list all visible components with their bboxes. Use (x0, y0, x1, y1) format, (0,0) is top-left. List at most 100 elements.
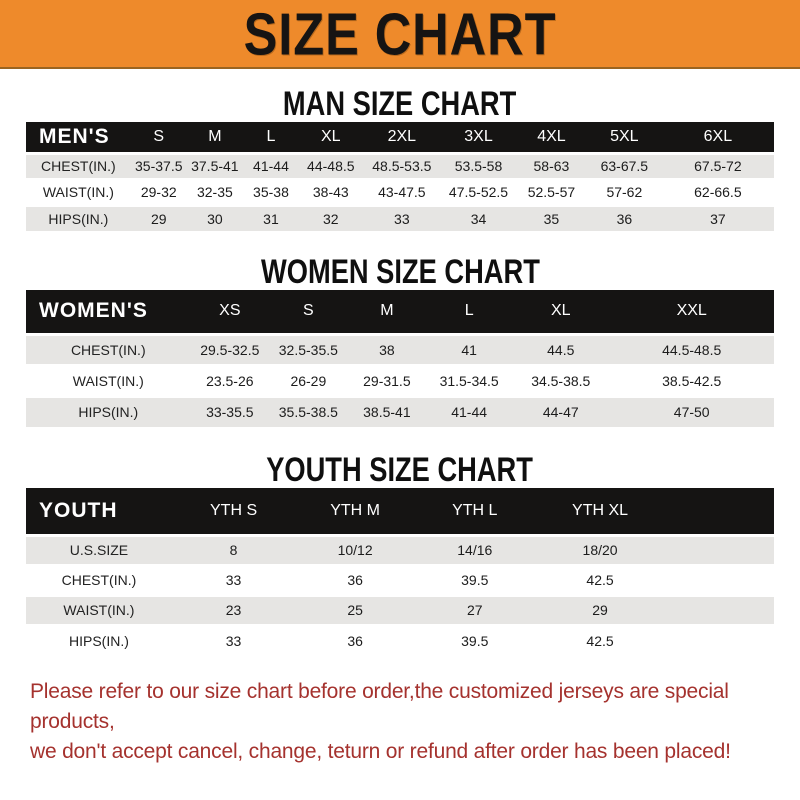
size-value: 67.5-72 (661, 151, 774, 179)
size-value: 41 (426, 332, 513, 365)
size-value: 43-47.5 (362, 177, 442, 205)
size-value: 44-48.5 (299, 151, 363, 179)
size-value: 32-35 (186, 177, 243, 205)
size-value: 52.5-57 (515, 177, 587, 205)
measure-label: WAIST(IN.) (26, 363, 191, 396)
size-value: 38.5-41 (347, 394, 427, 427)
measure-label: HIPS(IN.) (26, 394, 191, 427)
table-row: WAIST(IN.) 29-32 32-35 35-38 38-43 43-47.5 47.… (26, 177, 774, 205)
size-value: 32.5-35.5 (269, 332, 348, 365)
size-value: 30 (186, 203, 243, 231)
size-value: 25 (295, 593, 415, 625)
women-header-row: WOMEN'S XS S M L XL XXL (26, 290, 774, 336)
filler-cell (665, 593, 774, 625)
size-value: 63-67.5 (586, 151, 662, 179)
size-column-header: S (269, 290, 348, 336)
table-row: U.S.SIZE 8 10/12 14/16 18/20 (26, 533, 774, 565)
size-value: 36 (586, 203, 662, 231)
size-value: 29-31.5 (347, 363, 427, 396)
size-value: 18/20 (534, 533, 666, 565)
size-value: 29.5-32.5 (190, 332, 270, 365)
filler-cell (665, 563, 774, 595)
size-value: 37 (661, 203, 774, 231)
size-column-header: XS (190, 290, 270, 336)
filler-cell (665, 488, 774, 537)
size-column-header: M (347, 290, 427, 336)
size-column-header: 2XL (362, 122, 442, 155)
table-row: WAIST(IN.) 23 25 27 29 (26, 593, 774, 625)
size-value: 27 (414, 593, 535, 625)
men-size-table: MEN'S S M L XL 2XL 3XL 4XL 5XL 6XL CHEST(IN.) 35-… (26, 122, 774, 231)
size-column-header: 6XL (661, 122, 774, 155)
size-value: 38.5-42.5 (609, 363, 774, 396)
banner-title: SIZE CHART (243, 0, 557, 67)
measure-label: CHEST(IN.) (26, 563, 172, 595)
size-value: 32 (299, 203, 363, 231)
size-value: 44-47 (512, 394, 610, 427)
youth-header-label: YOUTH (26, 488, 172, 537)
filler-cell (665, 623, 774, 655)
size-column-header: YTH XL (534, 488, 666, 537)
size-column-header: L (242, 122, 299, 155)
measure-label: WAIST(IN.) (26, 593, 172, 625)
measure-label: WAIST(IN.) (26, 177, 131, 205)
disclaimer-line-2: we don't accept cancel, change, teturn o… (30, 740, 731, 763)
table-row: CHEST(IN.) 29.5-32.5 32.5-35.5 38 41 44.5 44.5… (26, 332, 774, 365)
size-value: 8 (171, 533, 296, 565)
size-value: 14/16 (414, 533, 535, 565)
table-row: HIPS(IN.) 33 36 39.5 42.5 (26, 623, 774, 655)
size-column-header: YTH L (414, 488, 535, 537)
size-value: 29 (130, 203, 187, 231)
size-value: 62-66.5 (661, 177, 774, 205)
size-column-header: 5XL (586, 122, 662, 155)
size-column-header: L (426, 290, 513, 336)
size-value: 41-44 (242, 151, 299, 179)
size-value: 36 (295, 623, 415, 655)
men-header-row: MEN'S S M L XL 2XL 3XL 4XL 5XL 6XL (26, 122, 774, 155)
size-value: 42.5 (534, 623, 666, 655)
size-column-header: XXL (609, 290, 774, 336)
size-value: 33 (171, 623, 296, 655)
size-value: 35-37.5 (130, 151, 187, 179)
size-value: 42.5 (534, 563, 666, 595)
size-column-header: XL (299, 122, 363, 155)
size-column-header: YTH M (295, 488, 415, 537)
size-value: 10/12 (295, 533, 415, 565)
youth-header-row: YOUTH YTH S YTH M YTH L YTH XL (26, 488, 774, 537)
size-value: 48.5-53.5 (362, 151, 442, 179)
measure-label: U.S.SIZE (26, 533, 172, 565)
size-value: 37.5-41 (186, 151, 243, 179)
size-value: 35.5-38.5 (269, 394, 348, 427)
size-value: 31 (242, 203, 299, 231)
size-value: 38-43 (299, 177, 363, 205)
size-value: 23 (171, 593, 296, 625)
size-value: 38 (347, 332, 427, 365)
size-value: 34 (441, 203, 516, 231)
size-value: 47-50 (609, 394, 774, 427)
size-column-header: 3XL (441, 122, 516, 155)
size-value: 36 (295, 563, 415, 595)
size-value: 47.5-52.5 (441, 177, 516, 205)
table-row: CHEST(IN.) 33 36 39.5 42.5 (26, 563, 774, 595)
women-size-table: WOMEN'S XS S M L XL XXL CHEST(IN.) 29.5-32.5 32… (26, 290, 774, 427)
size-value: 44.5 (512, 332, 610, 365)
men-header-label: MEN'S (26, 122, 131, 155)
size-value: 26-29 (269, 363, 348, 396)
size-value: 33 (362, 203, 442, 231)
size-value: 53.5-58 (441, 151, 516, 179)
size-value: 31.5-34.5 (426, 363, 513, 396)
size-value: 33 (171, 563, 296, 595)
women-section-title: WOMEN SIZE CHART (260, 252, 540, 291)
size-value: 39.5 (414, 563, 535, 595)
size-column-header: XL (512, 290, 610, 336)
table-row: WAIST(IN.) 23.5-26 26-29 29-31.5 31.5-34.5 34… (26, 363, 774, 396)
table-row: HIPS(IN.) 29 30 31 32 33 34 35 36 37 (26, 203, 774, 231)
measure-label: CHEST(IN.) (26, 332, 191, 365)
size-column-header: 4XL (515, 122, 587, 155)
size-value: 41-44 (426, 394, 513, 427)
man-section-title: MAN SIZE CHART (283, 84, 517, 123)
size-value: 33-35.5 (190, 394, 270, 427)
size-value: 44.5-48.5 (609, 332, 774, 365)
size-value: 23.5-26 (190, 363, 270, 396)
